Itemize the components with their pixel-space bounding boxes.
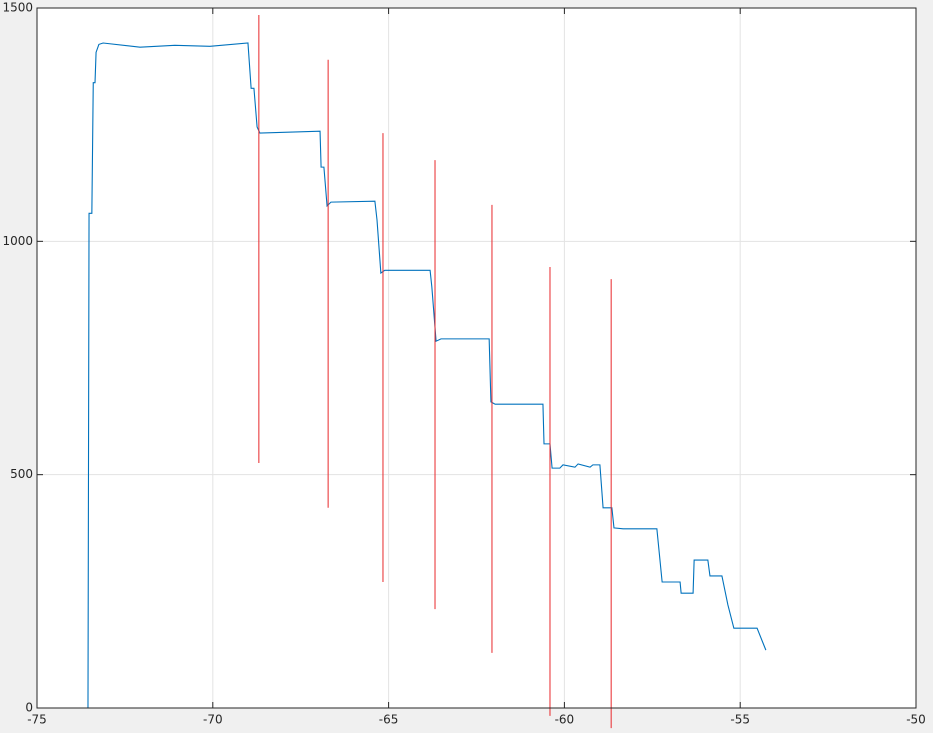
x-tick-label: -70 xyxy=(203,713,223,727)
x-tick-label: -75 xyxy=(27,713,47,727)
axes-box xyxy=(36,7,917,709)
x-tick-label: -50 xyxy=(906,713,926,727)
x-tick-label: -55 xyxy=(730,713,750,727)
y-tick-label: 1500 xyxy=(2,1,33,15)
y-tick-label: 500 xyxy=(10,467,33,481)
x-tick-label: -65 xyxy=(379,713,399,727)
data-line xyxy=(65,42,767,709)
y-tick-label: 0 xyxy=(25,701,33,715)
y-tick-label: 1000 xyxy=(2,234,33,248)
plot-area xyxy=(37,8,916,708)
x-tick-label: -60 xyxy=(555,713,575,727)
